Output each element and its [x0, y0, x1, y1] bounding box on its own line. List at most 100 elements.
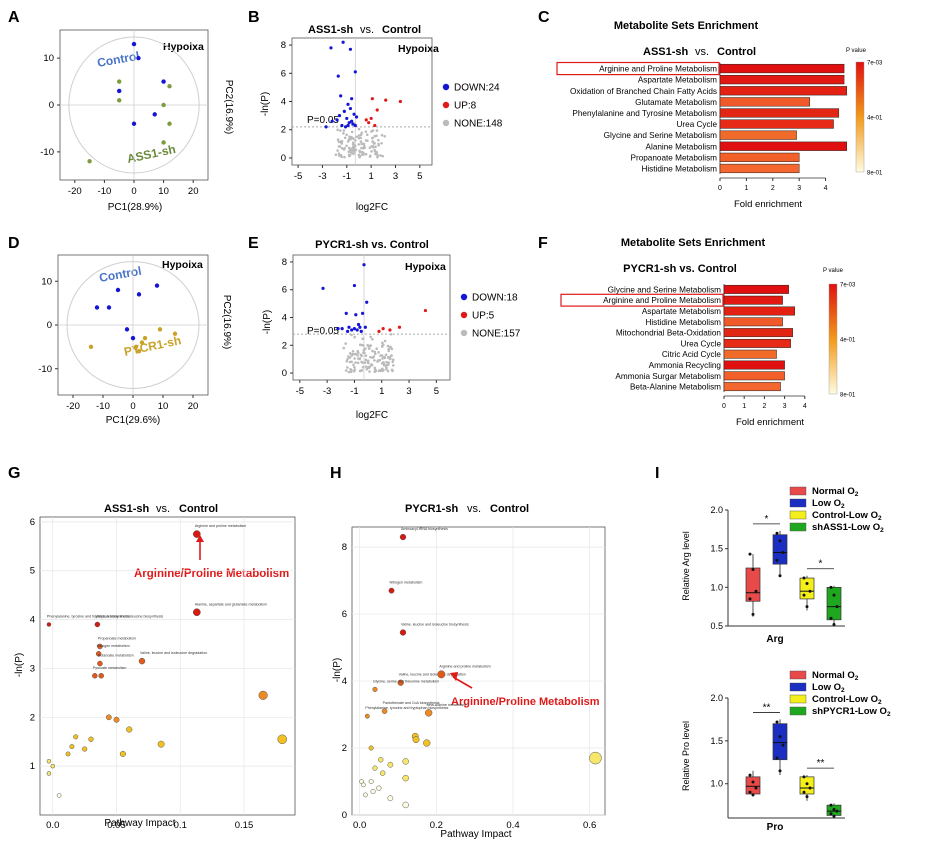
panel-letter-D: D — [8, 235, 20, 252]
y-tick-label: 0 — [281, 153, 286, 164]
y-tick-label: 0.5 — [710, 621, 723, 631]
x-tick-label: -5 — [296, 386, 304, 397]
y-tick-label: 1.0 — [710, 582, 723, 592]
box-point — [778, 574, 782, 578]
volcano-point-none — [366, 139, 369, 143]
panel-i-top-xlabel: Arg — [766, 634, 783, 645]
panel-g-xlabel: Pathway Impact — [104, 818, 175, 829]
box-point — [751, 568, 755, 572]
volcano-point-none — [350, 130, 354, 134]
enrichment-bar — [719, 152, 800, 162]
volcano-point-down — [340, 123, 344, 128]
pathway-bubble — [372, 765, 378, 771]
pathway-label: Pyruvate metabolism — [93, 666, 127, 670]
y-tick-label: 10 — [43, 53, 54, 64]
volcano-point-down — [340, 327, 344, 331]
y-tick-label: 2 — [281, 125, 286, 136]
box-body — [772, 534, 788, 565]
volcano-point-none — [370, 145, 374, 148]
legend-label: Control-Low O2 — [812, 510, 882, 522]
enrichment-bar — [723, 349, 777, 359]
volcano-point-none — [336, 149, 339, 152]
volcano-point-none — [347, 370, 351, 374]
legend-label: Low O2 — [812, 498, 845, 510]
panel-h-annotation: Arginine/Proline Metabolism — [451, 696, 600, 708]
legend-swatch — [789, 498, 807, 508]
pathway-bubble — [82, 746, 88, 752]
volcano-point-none — [360, 146, 363, 150]
panel-c-suptitle: Metabolite Sets Enrichment — [614, 20, 759, 32]
colorbar-tick-label: 7e-03 — [840, 283, 856, 289]
pathway-bubble — [381, 708, 388, 714]
box-point — [754, 589, 758, 593]
panel-e-pval-label: P=0.05 — [307, 326, 339, 337]
volcano-point-none — [343, 136, 347, 140]
legend-label: NONE:148 — [454, 119, 503, 130]
volcano-point-none — [354, 361, 357, 364]
y-tick-label: 0 — [342, 810, 347, 821]
pca-point-control — [131, 41, 137, 47]
panel-g-annotation: Arginine/Proline Metabolism — [134, 568, 289, 580]
legend-swatch — [460, 311, 468, 319]
volcano-point-none — [358, 369, 362, 373]
volcano-point-up — [364, 118, 368, 122]
volcano-point-none — [346, 355, 350, 358]
volcano-point-down — [350, 119, 354, 123]
x-tick-label: 5 — [417, 171, 422, 182]
legend-swatch — [442, 101, 450, 109]
volcano-point-none — [380, 141, 383, 145]
pathway-label: Valine, leucine and isoleucine degradati… — [140, 651, 207, 655]
annotation-arrowhead — [450, 672, 458, 681]
volcano-point-down — [343, 125, 348, 129]
volcano-point-down — [363, 325, 367, 329]
enrichment-category-label: Citric Acid Cycle — [662, 350, 722, 359]
legend-swatch — [442, 83, 450, 91]
x-tick-label: 0.4 — [506, 820, 519, 831]
volcano-point-none — [361, 365, 365, 369]
pca-point-ass1-sh — [117, 79, 122, 84]
pathway-label: Aminoacyl-tRNA biosynthesis — [401, 527, 448, 531]
x-tick-label: 0 — [722, 403, 726, 410]
enrichment-bar — [719, 163, 800, 174]
pathway-bubble — [92, 673, 98, 679]
panel-d-hypoxia-label: Hypoixa — [162, 259, 203, 271]
volcano-point-none — [358, 149, 361, 153]
volcano-point-none — [353, 335, 356, 339]
panel-g-title-right: Control — [179, 503, 218, 515]
volcano-point-none — [376, 360, 379, 363]
panel-d-xlabel: PC1(29.6%) — [106, 415, 160, 426]
volcano-point-none — [336, 128, 339, 132]
volcano-point-none — [365, 133, 369, 137]
panel-b-title-left: ASS1-sh — [308, 24, 354, 36]
volcano-point-none — [391, 358, 395, 362]
x-tick-label: 1 — [744, 185, 748, 192]
volcano-point-down — [330, 119, 334, 123]
x-tick-label: 1 — [742, 403, 746, 410]
pathway-bubble — [50, 763, 55, 769]
legend-label-subscript: 2 — [855, 491, 859, 498]
panel-c-title-left: ASS1-sh — [643, 46, 689, 58]
legend-label-subscript: 2 — [841, 687, 845, 694]
volcano-point-none — [391, 360, 395, 364]
x-tick-label: 4 — [803, 403, 807, 410]
legend-label: Control-Low O2 — [812, 694, 882, 706]
volcano-point-none — [351, 141, 355, 144]
enrichment-category-label: Urea Cycle — [677, 120, 718, 129]
box-point — [805, 605, 809, 609]
volcano-point-none — [369, 355, 372, 359]
enrichment-category-label: Urea Cycle — [681, 339, 722, 348]
enrichment-chart-C: 0 1 2 3 4 Arginine and Proline Metabolism Aspa… — [556, 61, 883, 192]
panel-b-ylabel: -ln(P) — [260, 92, 271, 116]
volcano-point-none — [340, 140, 344, 143]
volcano-point-none — [362, 144, 366, 148]
volcano-point-none — [357, 136, 361, 140]
volcano-point-none — [373, 134, 377, 138]
enrichment-bar — [723, 284, 789, 294]
x-tick-label: 1 — [379, 386, 384, 397]
legend-label-subscript: 2 — [880, 527, 884, 534]
enrichment-bar — [719, 63, 845, 74]
pca-point-pycr1-sh — [139, 340, 145, 345]
volcano-point-none — [382, 368, 385, 372]
